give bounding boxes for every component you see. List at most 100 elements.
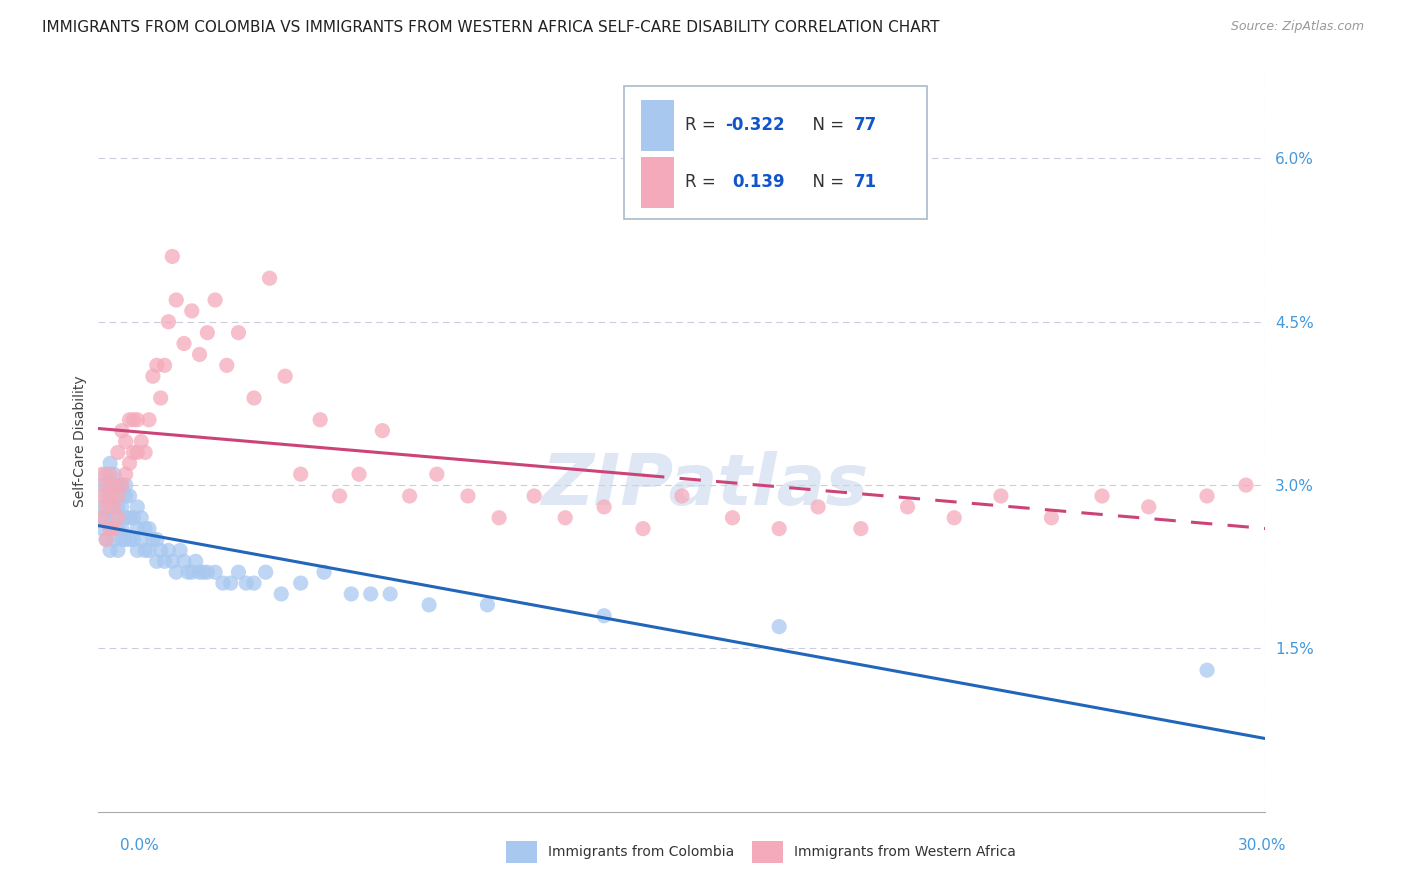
Point	[138, 522, 160, 536]
Point	[103, 478, 125, 492]
Point	[215, 359, 238, 373]
Point	[1091, 489, 1114, 503]
Point	[111, 424, 134, 438]
Point	[98, 467, 121, 482]
Point	[259, 271, 281, 285]
Point	[103, 522, 125, 536]
Point	[91, 478, 114, 492]
Point	[118, 510, 141, 524]
Point	[96, 478, 118, 492]
Point	[96, 467, 118, 482]
Point	[290, 576, 312, 591]
Point	[204, 565, 226, 579]
Point	[180, 304, 202, 318]
Point	[593, 500, 616, 514]
Point	[849, 522, 872, 536]
Point	[554, 510, 576, 524]
Point	[329, 489, 352, 503]
Point	[134, 445, 156, 459]
Point	[107, 500, 129, 514]
Point	[807, 500, 830, 514]
Point	[103, 489, 125, 503]
Point	[177, 565, 200, 579]
Point	[122, 510, 145, 524]
Text: R =: R =	[685, 173, 721, 192]
Point	[103, 500, 125, 514]
Text: ZIPatlas: ZIPatlas	[541, 451, 869, 520]
Point	[721, 510, 744, 524]
Point	[188, 565, 211, 579]
Point	[134, 522, 156, 536]
Point	[990, 489, 1012, 503]
Text: IMMIGRANTS FROM COLOMBIA VS IMMIGRANTS FROM WESTERN AFRICA SELF-CARE DISABILITY : IMMIGRANTS FROM COLOMBIA VS IMMIGRANTS F…	[42, 20, 939, 35]
Point	[91, 510, 114, 524]
Point	[243, 576, 266, 591]
Point	[129, 510, 152, 524]
Point	[360, 587, 382, 601]
Point	[96, 489, 118, 503]
Point	[103, 467, 125, 482]
Text: 30.0%: 30.0%	[1239, 838, 1286, 854]
FancyBboxPatch shape	[641, 100, 673, 151]
Point	[142, 533, 165, 547]
Point	[180, 565, 202, 579]
Text: Source: ZipAtlas.com: Source: ZipAtlas.com	[1230, 20, 1364, 33]
Point	[107, 478, 129, 492]
Point	[593, 608, 616, 623]
Point	[118, 533, 141, 547]
Point	[149, 543, 172, 558]
Point	[340, 587, 363, 601]
Point	[188, 347, 211, 361]
Point	[1195, 489, 1218, 503]
Point	[768, 619, 790, 633]
Text: 77: 77	[853, 117, 877, 135]
Point	[212, 576, 235, 591]
Point	[270, 587, 292, 601]
Point	[138, 413, 160, 427]
Text: Immigrants from Colombia: Immigrants from Colombia	[548, 845, 734, 859]
Point	[96, 533, 118, 547]
Point	[107, 522, 129, 536]
Point	[114, 533, 136, 547]
Point	[398, 489, 420, 503]
Point	[98, 500, 121, 514]
Point	[114, 478, 136, 492]
FancyBboxPatch shape	[624, 87, 927, 219]
Point	[631, 522, 654, 536]
Point	[193, 565, 215, 579]
Point	[127, 522, 149, 536]
Point	[122, 445, 145, 459]
Point	[204, 293, 226, 307]
Point	[228, 565, 250, 579]
Point	[129, 434, 152, 449]
Point	[274, 369, 297, 384]
Point	[91, 489, 114, 503]
Point	[146, 554, 169, 568]
Point	[157, 315, 180, 329]
Point	[118, 489, 141, 503]
Point	[477, 598, 499, 612]
Point	[1195, 663, 1218, 677]
Point	[162, 554, 184, 568]
Point	[103, 510, 125, 524]
Point	[146, 533, 169, 547]
Text: 71: 71	[853, 173, 876, 192]
Text: R =: R =	[685, 117, 721, 135]
Point	[146, 359, 169, 373]
Point	[98, 543, 121, 558]
Text: N =: N =	[801, 173, 849, 192]
Point	[103, 533, 125, 547]
Point	[371, 424, 394, 438]
Point	[134, 543, 156, 558]
Point	[122, 413, 145, 427]
Point	[111, 478, 134, 492]
Point	[127, 543, 149, 558]
Point	[157, 543, 180, 558]
Point	[107, 489, 129, 503]
Point	[169, 543, 191, 558]
Text: N =: N =	[801, 117, 849, 135]
Point	[111, 522, 134, 536]
Point	[107, 543, 129, 558]
Point	[98, 522, 121, 536]
Point	[165, 293, 187, 307]
